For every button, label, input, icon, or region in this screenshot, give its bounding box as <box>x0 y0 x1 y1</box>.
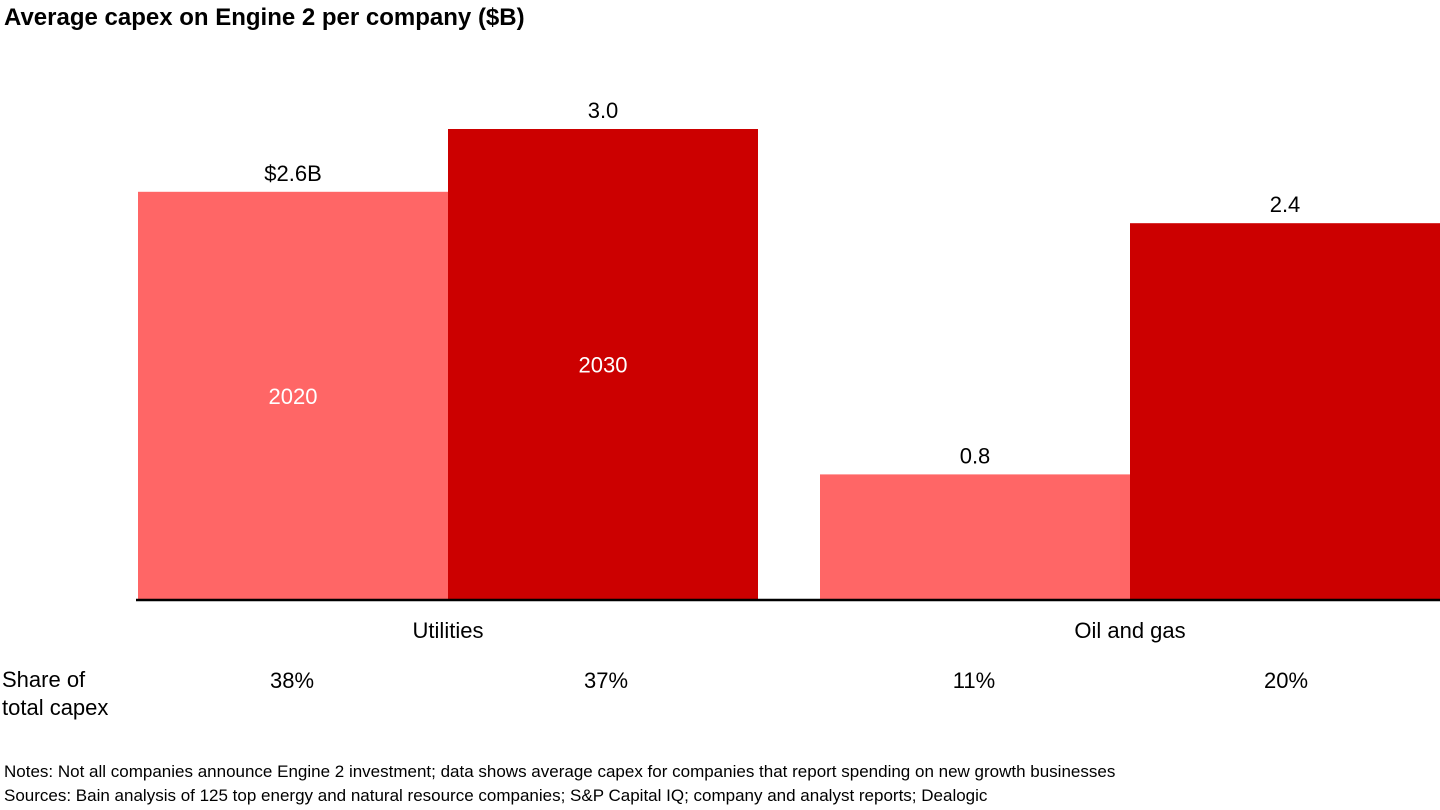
series-label-2030: 2030 <box>579 353 628 378</box>
value-label-utilities-2030: 3.0 <box>588 98 619 123</box>
series-label-2020: 2020 <box>269 384 318 409</box>
share-row-label-line2: total capex <box>2 695 109 720</box>
sources-text: Sources: Bain analysis of 125 top energy… <box>4 786 988 805</box>
value-label-oil-and-gas-2020: 0.8 <box>960 443 991 468</box>
bar-utilities-2020 <box>138 191 448 601</box>
bar-utilities-2030 <box>448 129 758 600</box>
bar-oil-and-gas-2030 <box>1130 223 1440 600</box>
bar-oil-and-gas-2020 <box>820 474 1130 600</box>
chart-title: Average capex on Engine 2 per company ($… <box>4 4 525 31</box>
bar-chart: $2.6B 2020 3.0 2030 Utilities 0.8 2.4 Oil and g… <box>136 98 1440 643</box>
share-oil-gas-2030: 20% <box>1263 668 1309 693</box>
share-utilities-2020: 38% <box>269 668 315 693</box>
share-row-label: Share of total capex <box>2 666 108 722</box>
notes-text: Notes: Not all companies announce Engine… <box>4 762 1116 781</box>
category-label-utilities: Utilities <box>413 618 484 643</box>
share-oil-gas-2020: 11% <box>952 668 996 693</box>
value-label-utilities-2020: $2.6B <box>264 161 322 186</box>
share-row-label-line1: Share of <box>2 667 86 692</box>
value-label-oil-and-gas-2030: 2.4 <box>1270 192 1301 217</box>
category-label-oil-and-gas: Oil and gas <box>1074 618 1185 643</box>
share-utilities-2030: 37% <box>583 668 629 693</box>
